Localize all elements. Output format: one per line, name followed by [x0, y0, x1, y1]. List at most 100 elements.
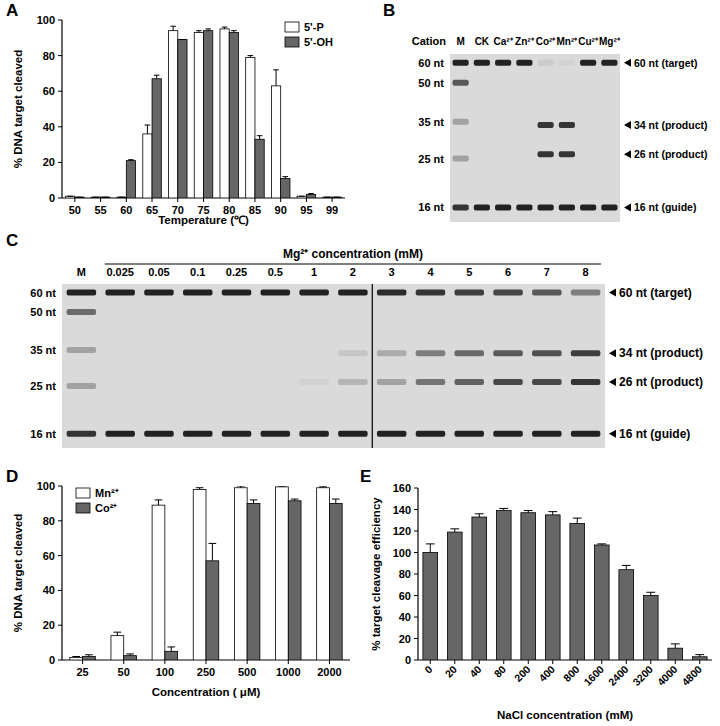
- error-cap: [332, 499, 340, 500]
- error-cap: [597, 543, 606, 544]
- band: [105, 290, 134, 296]
- band: [493, 379, 522, 385]
- x-tick: [503, 660, 504, 664]
- band: [377, 290, 406, 296]
- band: [144, 350, 173, 356]
- marker-label: 60 nt: [418, 57, 444, 69]
- band: [144, 431, 173, 437]
- y-label: % DNA target cleaved: [12, 50, 24, 168]
- band: [516, 151, 532, 157]
- band: [105, 350, 134, 356]
- bar: [329, 503, 342, 660]
- error-cap: [257, 135, 263, 136]
- band: [338, 431, 367, 437]
- lane-label: CK: [475, 36, 490, 47]
- legend-label: 5'-P: [304, 21, 324, 33]
- error-bar: [573, 518, 582, 523]
- bar: [206, 561, 219, 660]
- band: [516, 60, 532, 66]
- error-bar: [196, 488, 204, 490]
- marker-label: 50 nt: [30, 306, 56, 318]
- error-stem: [253, 500, 254, 503]
- y-tick: [58, 520, 62, 521]
- y-tick: [58, 590, 62, 591]
- y-tick: [58, 625, 62, 626]
- y-tick-label: 160: [393, 482, 411, 494]
- band: [222, 379, 251, 385]
- error-bar: [222, 27, 228, 29]
- error-cap: [475, 513, 484, 514]
- bar: [332, 197, 341, 198]
- y-tick-label: 40: [399, 611, 411, 623]
- error-bar: [597, 544, 606, 545]
- bar: [220, 29, 229, 198]
- bar: [152, 79, 161, 198]
- error-cap: [325, 197, 331, 198]
- x-tick-label: 500: [238, 666, 256, 678]
- ladder-band: [453, 156, 469, 162]
- figure: ABCDE020406080100% DNA target cleaved505…: [0, 0, 720, 726]
- band: [538, 151, 554, 157]
- bar: [152, 505, 165, 660]
- y-tick-label: 0: [405, 654, 411, 666]
- band: [532, 290, 561, 296]
- error-bar: [325, 197, 331, 198]
- error-bar: [170, 26, 176, 30]
- bar: [169, 31, 178, 198]
- band-arrow: [624, 59, 631, 67]
- bar: [83, 657, 96, 660]
- y-tick-label: 20: [43, 619, 55, 631]
- band: [493, 350, 522, 356]
- error-bar: [114, 632, 122, 635]
- error-bar: [278, 486, 286, 487]
- bar: [472, 517, 487, 660]
- y-tick-label: 60: [399, 590, 411, 602]
- marker-label: 50 nt: [418, 77, 444, 89]
- band: [183, 350, 212, 356]
- y-label: % DNA target cleaved: [12, 514, 24, 632]
- y-tick: [58, 660, 62, 661]
- legend-label: 5'-OH: [304, 36, 333, 48]
- error-bar: [205, 29, 211, 31]
- band: [493, 431, 522, 437]
- y-tick-label: 60: [43, 85, 55, 97]
- lane-label: 0.1: [190, 266, 205, 278]
- x-tick-label: 95: [300, 204, 312, 216]
- x-tick: [577, 660, 578, 664]
- lane-label: 0.025: [106, 266, 134, 278]
- error-cap: [196, 30, 202, 31]
- y-tick: [58, 162, 62, 163]
- bar: [276, 487, 289, 660]
- error-cap: [499, 508, 508, 509]
- error-bar: [319, 486, 327, 488]
- header-line: [105, 264, 601, 265]
- error-bar: [426, 544, 435, 553]
- lane-label: 6: [505, 266, 511, 278]
- error-cap: [671, 643, 680, 644]
- band: [67, 431, 96, 437]
- y-tick: [414, 595, 418, 596]
- band: [532, 379, 561, 385]
- band: [538, 60, 554, 66]
- lane-label: M: [77, 266, 86, 278]
- band: [559, 151, 575, 157]
- error-cap: [126, 653, 134, 654]
- x-tick-label: 90: [275, 204, 287, 216]
- x-tick: [203, 198, 204, 202]
- bar: [255, 139, 264, 198]
- error-bar: [250, 500, 258, 503]
- band: [538, 204, 554, 210]
- x-tick-label: 50: [69, 204, 81, 216]
- error-stem: [335, 499, 336, 503]
- y-tick-label: 120: [393, 525, 411, 537]
- band: [377, 431, 406, 437]
- band: [67, 350, 96, 356]
- error-cap: [237, 486, 245, 487]
- band-arrow: [624, 150, 631, 158]
- bar: [271, 86, 280, 198]
- lane-label: 8: [583, 266, 589, 278]
- band: [183, 431, 212, 437]
- bar: [281, 178, 290, 198]
- y-tick: [414, 638, 418, 639]
- x-tick-label: 400: [536, 663, 557, 684]
